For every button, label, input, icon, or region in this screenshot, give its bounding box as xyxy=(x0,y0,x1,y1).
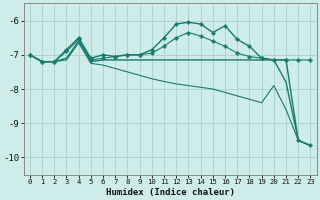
X-axis label: Humidex (Indice chaleur): Humidex (Indice chaleur) xyxy=(106,188,235,197)
